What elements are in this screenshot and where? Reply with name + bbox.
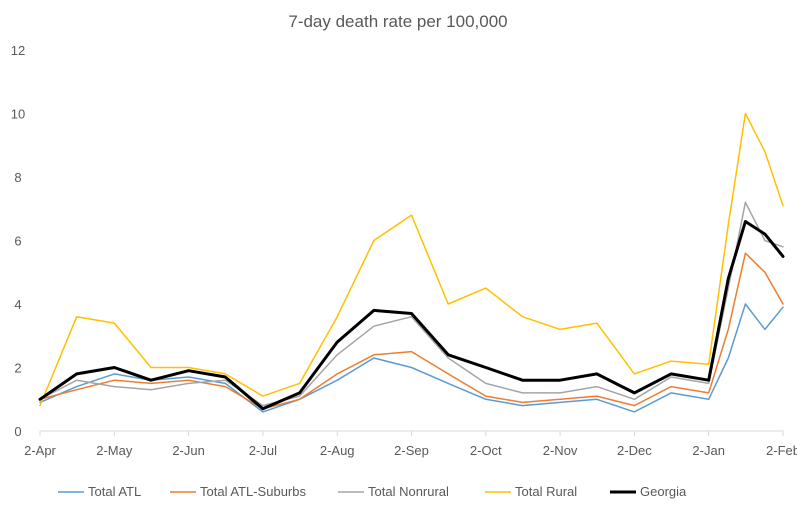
x-tick-label: 2-Sep <box>394 443 429 458</box>
y-tick-label: 4 <box>14 297 21 312</box>
x-tick-label: 2-Oct <box>470 443 502 458</box>
y-tick-label: 8 <box>14 170 21 185</box>
y-tick-label: 6 <box>14 234 21 249</box>
legend: Total ATL Total ATL-Suburbs Total Nonrural… <box>58 484 687 499</box>
x-tick-label: 2-Apr <box>24 443 56 458</box>
y-tick-label: 0 <box>14 424 21 439</box>
y-tick-label: 10 <box>11 107 25 122</box>
legend-label: Total ATL <box>88 484 141 499</box>
x-tick-label: 2-Jun <box>172 443 205 458</box>
legend-label: Total Rural <box>515 484 577 499</box>
series-line-total-atl-suburbs <box>39 252 784 410</box>
legend-label: Georgia <box>640 484 687 499</box>
x-tick-label: 2-Jan <box>692 443 725 458</box>
x-tick-label: 2-Nov <box>543 443 578 458</box>
legend-label: Total Nonrural <box>368 484 449 499</box>
chart-title: 7-day death rate per 100,000 <box>288 12 507 31</box>
series-line-georgia <box>38 220 785 411</box>
x-tick-label: 2-Jul <box>249 443 277 458</box>
y-tick-label: 12 <box>11 43 25 58</box>
series-line-total-rural <box>39 112 784 407</box>
plot-area: 0 2 4 6 8 10 12 2-Apr 2-May 2-Jun 2-Jul 2-Aug 2-Sep 2… <box>11 43 797 458</box>
y-tick-label: 2 <box>14 361 21 376</box>
x-tick-label: 2-Feb <box>766 443 797 458</box>
x-tick-label: 2-Aug <box>320 443 355 458</box>
series-line-total-atl <box>39 303 784 413</box>
x-tick-label: 2-May <box>96 443 133 458</box>
legend-label: Total ATL-Suburbs <box>200 484 306 499</box>
x-tick-label: 2-Dec <box>617 443 652 458</box>
